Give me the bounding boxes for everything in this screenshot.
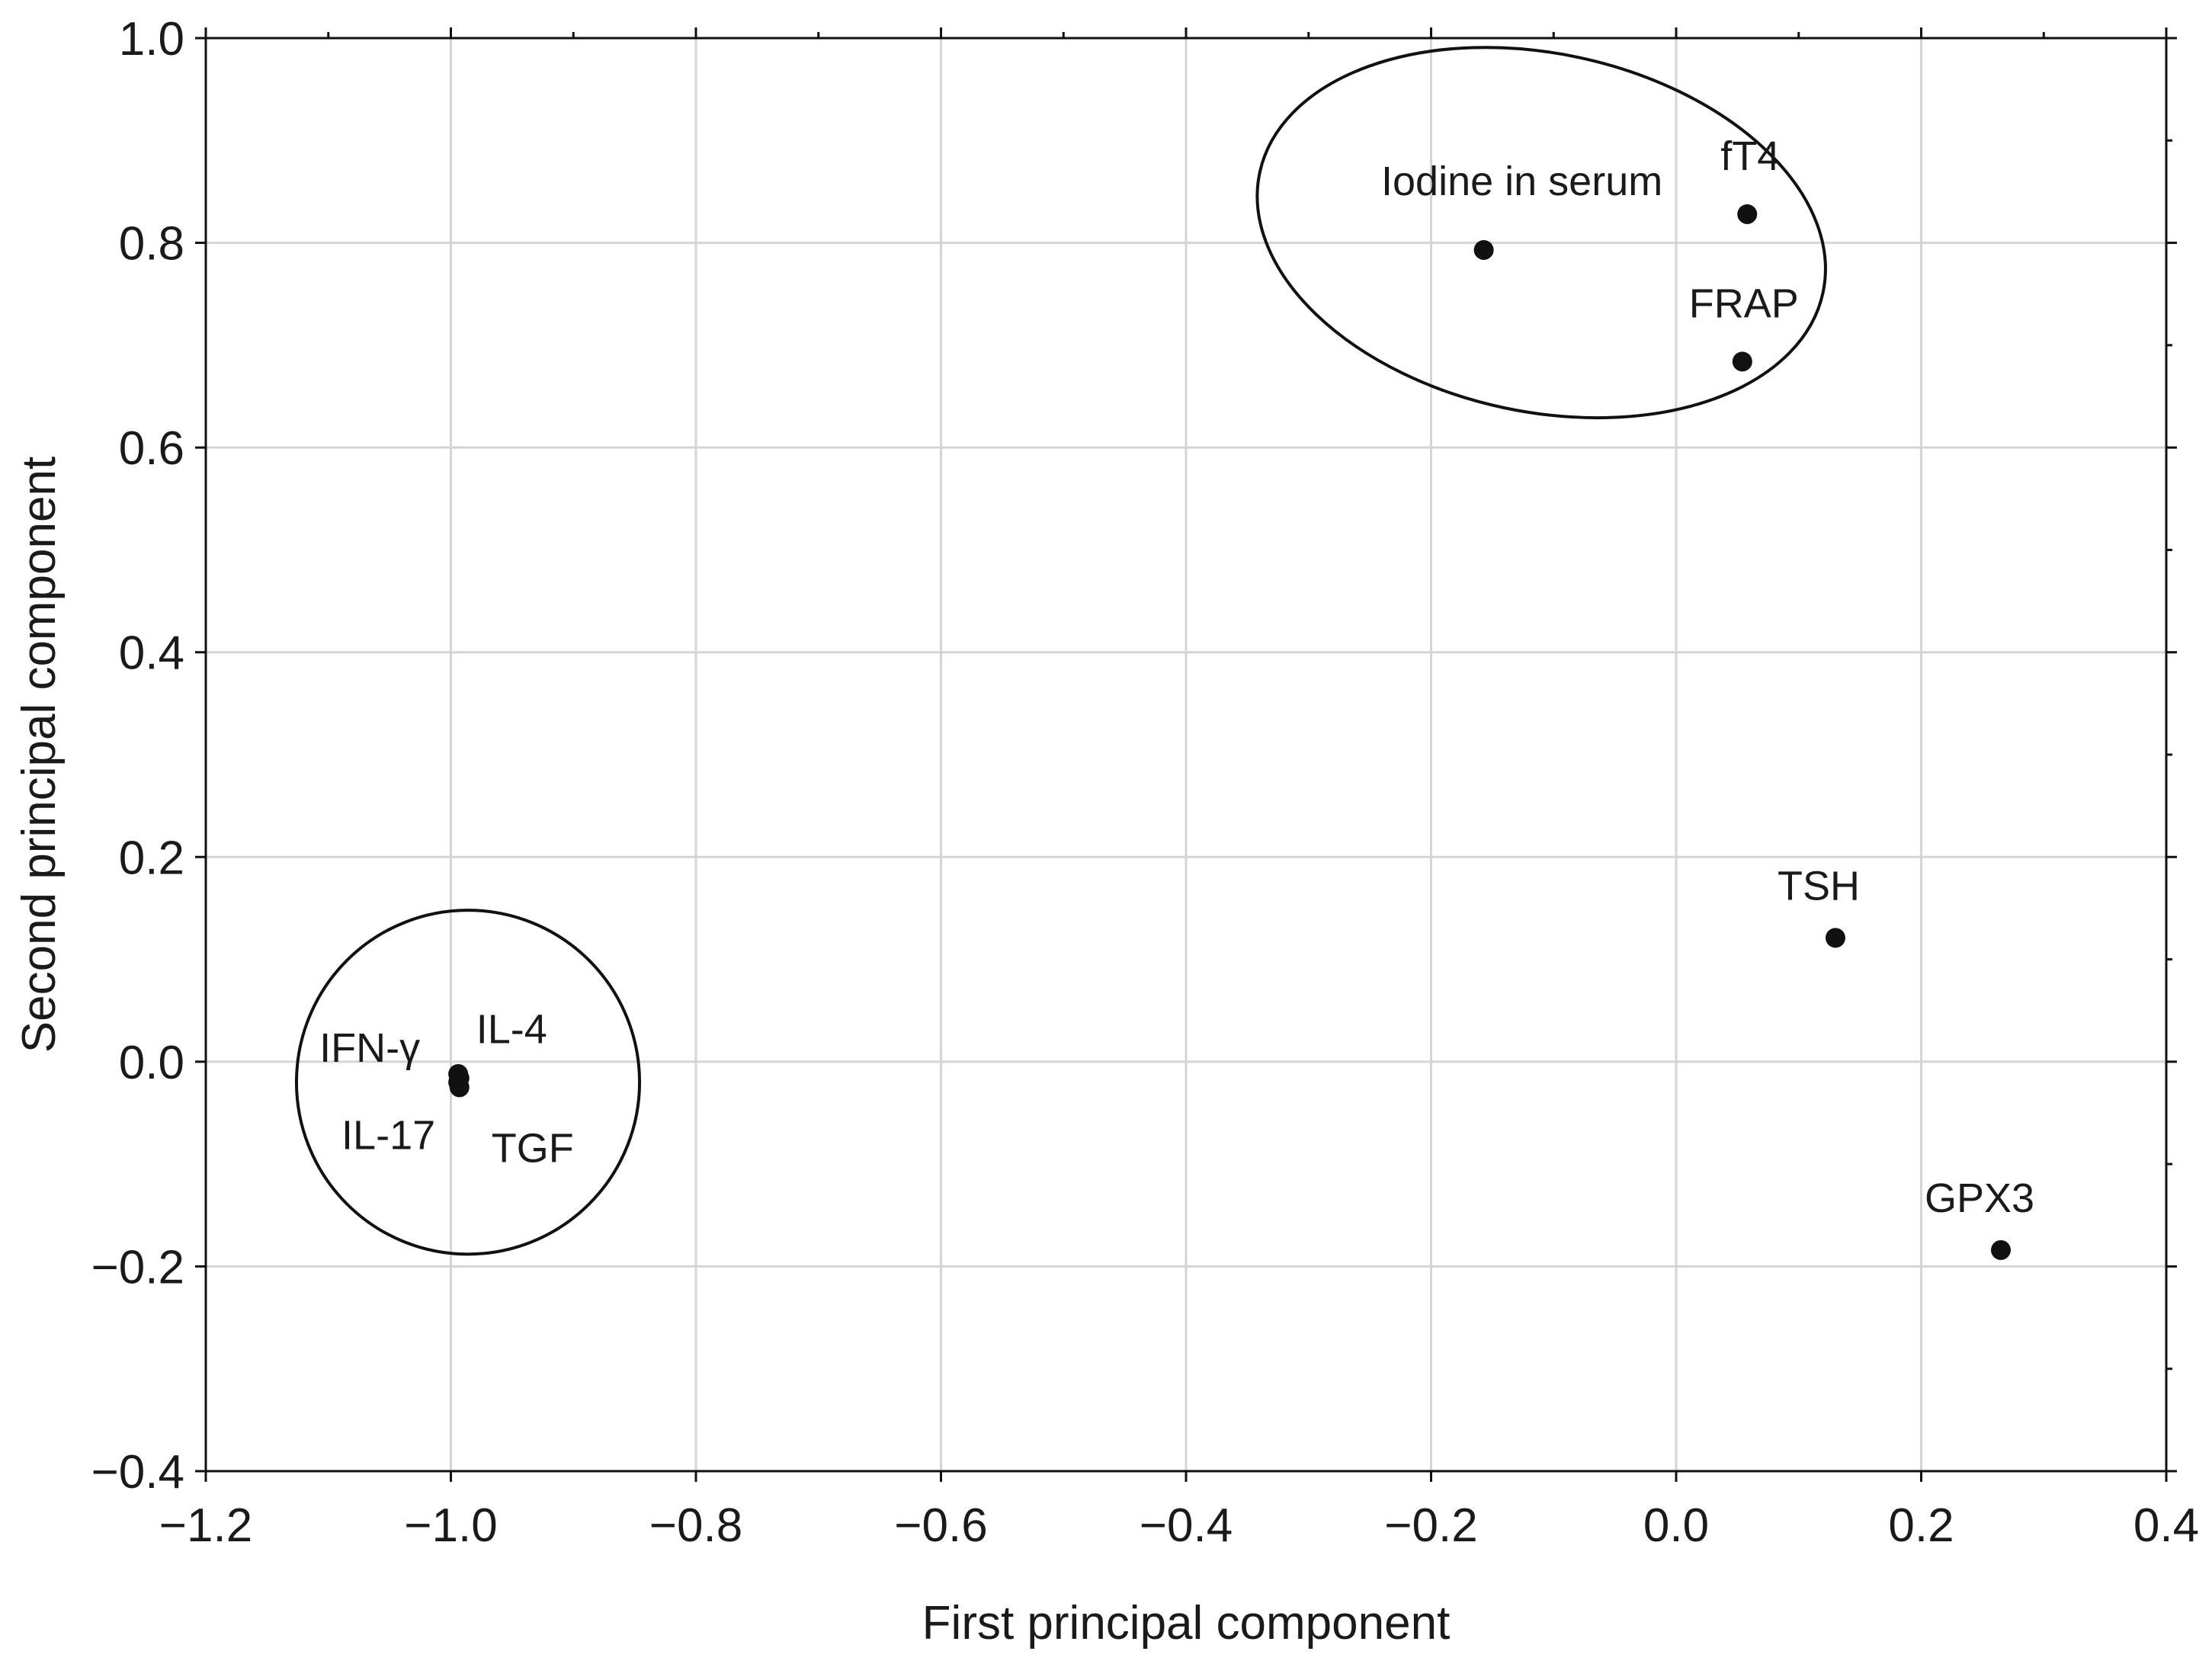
x-tick-label: −1.0	[404, 1499, 497, 1552]
y-axis-title: Second principal component	[13, 457, 66, 1053]
x-tick-label: −0.2	[1384, 1499, 1477, 1552]
x-tick-label: 0.0	[1643, 1499, 1709, 1552]
point-label: GPX3	[1925, 1175, 2034, 1221]
point-label: IL-4	[476, 1006, 547, 1052]
y-tick-label: 0.2	[119, 832, 184, 884]
y-tick-label: −0.4	[91, 1446, 184, 1499]
data-point	[1825, 928, 1845, 948]
cluster-ellipse-thyroid-antioxidant-cluster	[1255, 46, 1827, 420]
data-point	[1473, 239, 1494, 260]
data-point	[449, 1077, 470, 1098]
data-points	[448, 204, 2011, 1260]
axis-ticks: −1.2 −1.0 −0.8 −0.6 −0.4 −0.2 0.0 0.2 0.4 −0.4 −0.…	[91, 13, 2200, 1552]
x-tick-label: 0.2	[1888, 1499, 1954, 1552]
data-point	[1990, 1239, 2011, 1260]
cluster-ellipses	[294, 46, 1827, 1256]
point-label: TSH	[1778, 863, 1860, 909]
point-label: FRAP	[1689, 281, 1799, 326]
x-tick-label: −0.8	[649, 1499, 742, 1552]
data-point	[1732, 351, 1752, 372]
x-tick-label: −0.4	[1140, 1499, 1233, 1552]
point-label: fT4	[1720, 133, 1780, 179]
y-tick-label: 0.8	[119, 218, 184, 271]
cluster-ellipse-cytokine-cluster	[294, 909, 642, 1256]
data-point	[1737, 204, 1758, 224]
grid	[206, 38, 2166, 1471]
y-tick-label: 0.6	[119, 422, 184, 475]
point-label: IFN-γ	[319, 1025, 420, 1071]
point-label: IL-17	[341, 1113, 435, 1159]
x-tick-label: −1.2	[159, 1499, 252, 1552]
y-tick-label: −0.2	[91, 1241, 184, 1294]
point-label: TGF	[492, 1125, 574, 1171]
x-axis-title: First principal component	[922, 1597, 1451, 1650]
x-tick-label: 0.4	[2133, 1499, 2199, 1552]
y-tick-label: 1.0	[119, 13, 184, 66]
point-label: Iodine in serum	[1381, 159, 1662, 204]
y-tick-label: 0.0	[119, 1037, 184, 1089]
y-tick-label: 0.4	[119, 627, 184, 680]
x-tick-label: −0.6	[894, 1499, 987, 1552]
point-labels: Iodine in serum fT4 FRAP TSH GPX3 IFN-γ IL-4 IL…	[319, 133, 2034, 1221]
